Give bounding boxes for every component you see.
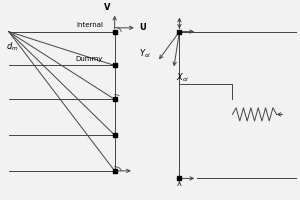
Text: U: U xyxy=(140,23,146,32)
Text: $d_m$: $d_m$ xyxy=(6,40,18,53)
Text: $X_{oi}$: $X_{oi}$ xyxy=(176,71,190,84)
Text: Dummy: Dummy xyxy=(76,56,103,62)
Text: Internal: Internal xyxy=(76,22,103,28)
Text: $Y_{oi}$: $Y_{oi}$ xyxy=(139,48,152,60)
Text: V: V xyxy=(104,3,111,12)
